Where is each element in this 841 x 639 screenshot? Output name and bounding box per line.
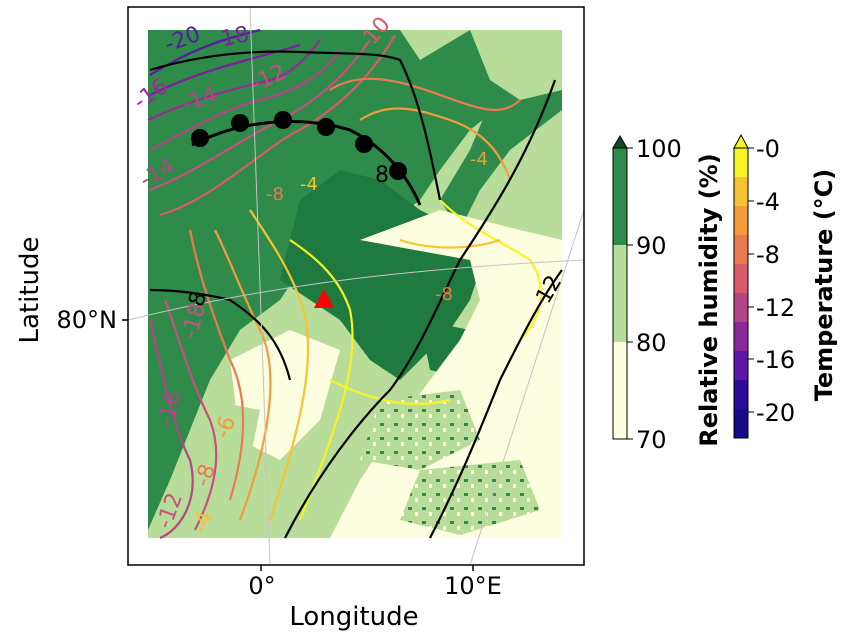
contour-label: -4 xyxy=(300,174,318,195)
parallel-80n xyxy=(128,259,584,321)
humidity-band-80-90 xyxy=(613,245,627,342)
temperature-colorbar-title: Temperature (°C) xyxy=(810,169,838,402)
temperature-tick: -12 xyxy=(756,294,795,322)
humidity-tick: 70 xyxy=(636,426,667,454)
humidity-band-90-100 xyxy=(613,148,627,245)
temp-contour-18 xyxy=(149,43,301,96)
map-frame xyxy=(127,6,585,566)
humidity-tick: 80 xyxy=(636,329,667,357)
front-marker xyxy=(231,114,249,132)
front-marker xyxy=(389,162,407,180)
speckled-patch-1 xyxy=(360,390,480,470)
humidity-colorbar-frame xyxy=(612,147,628,440)
lon-tick-10e: 10°E xyxy=(444,572,502,600)
temperature-extend-arrow xyxy=(733,133,749,149)
temp-contour-2 xyxy=(289,239,354,521)
contour-label: -4 xyxy=(470,149,488,170)
humidity-colorbar-title: Relative humidity (%) xyxy=(695,153,723,446)
temp-contour-svalbard-1 xyxy=(359,107,512,181)
temperature-tick: -8 xyxy=(756,241,780,269)
temp-contour-8 xyxy=(188,229,245,501)
temp-contour-10 xyxy=(159,34,396,217)
humidity-colorbar: 100 90 80 70 Relative humidity (%) xyxy=(612,135,723,454)
front-marker xyxy=(191,129,209,147)
meridian-0 xyxy=(249,7,271,565)
axis-ticks xyxy=(122,319,474,571)
moderate-north xyxy=(470,30,562,100)
temperature-tick: -4 xyxy=(756,188,780,216)
temp-contour-south xyxy=(329,379,451,406)
temp-contour-east xyxy=(439,199,542,341)
map-panel: -20 -18 -16 -14 -12 -10 -8 -4 -16 -18 -1… xyxy=(128,7,584,565)
moderate-patch xyxy=(210,400,260,470)
temp-contour-svalbard-2 xyxy=(329,77,521,111)
contour-label: -8 xyxy=(435,284,453,305)
temp-contour-14b xyxy=(163,299,218,531)
temp-contour-4 xyxy=(249,209,310,521)
cold-front xyxy=(191,111,422,206)
contour-label: -8 xyxy=(266,184,284,205)
isobar-label: 8 xyxy=(375,163,389,188)
isobars xyxy=(149,50,563,539)
lon-tick-0: 0° xyxy=(248,572,275,600)
front-marker xyxy=(317,118,335,136)
humidity-tick: 100 xyxy=(636,135,682,163)
temperature-tick: -0 xyxy=(756,135,780,163)
meridian-10e xyxy=(469,209,584,565)
speckled-patch-2 xyxy=(400,460,540,535)
y-axis-label: Latitude xyxy=(15,236,45,343)
dry-patch-west xyxy=(230,330,340,460)
humidity-tick: 90 xyxy=(636,232,667,260)
humid-region-west xyxy=(148,30,562,530)
lat-tick-80n: 80°N xyxy=(57,306,118,334)
front-marker xyxy=(355,135,373,153)
temperature-tick: -16 xyxy=(756,346,795,374)
temp-contour-16b xyxy=(148,319,194,540)
isobar-north xyxy=(149,50,442,201)
x-axis-label: Longitude xyxy=(289,602,418,632)
isobar-central xyxy=(284,79,557,539)
temp-contour-6 xyxy=(214,229,272,521)
isobar-west xyxy=(149,288,292,381)
temperature-colorbar-frame xyxy=(733,147,749,439)
temp-contour-16 xyxy=(147,39,321,121)
temp-contour-14 xyxy=(149,49,341,151)
humidity-extend-arrow xyxy=(612,135,628,149)
temperature-tick: -20 xyxy=(756,399,795,427)
isobar-east xyxy=(429,269,563,539)
humidity-band-70-80 xyxy=(613,342,627,439)
front-marker xyxy=(274,111,292,129)
temperature-contours xyxy=(147,28,542,540)
temperature-colorbar: -0 -4 -8 -12 -16 -20 Temperature (°C) xyxy=(733,133,838,439)
temp-contour-mid xyxy=(399,238,501,249)
station-marker-triangle xyxy=(314,289,334,308)
graticule xyxy=(128,7,584,565)
